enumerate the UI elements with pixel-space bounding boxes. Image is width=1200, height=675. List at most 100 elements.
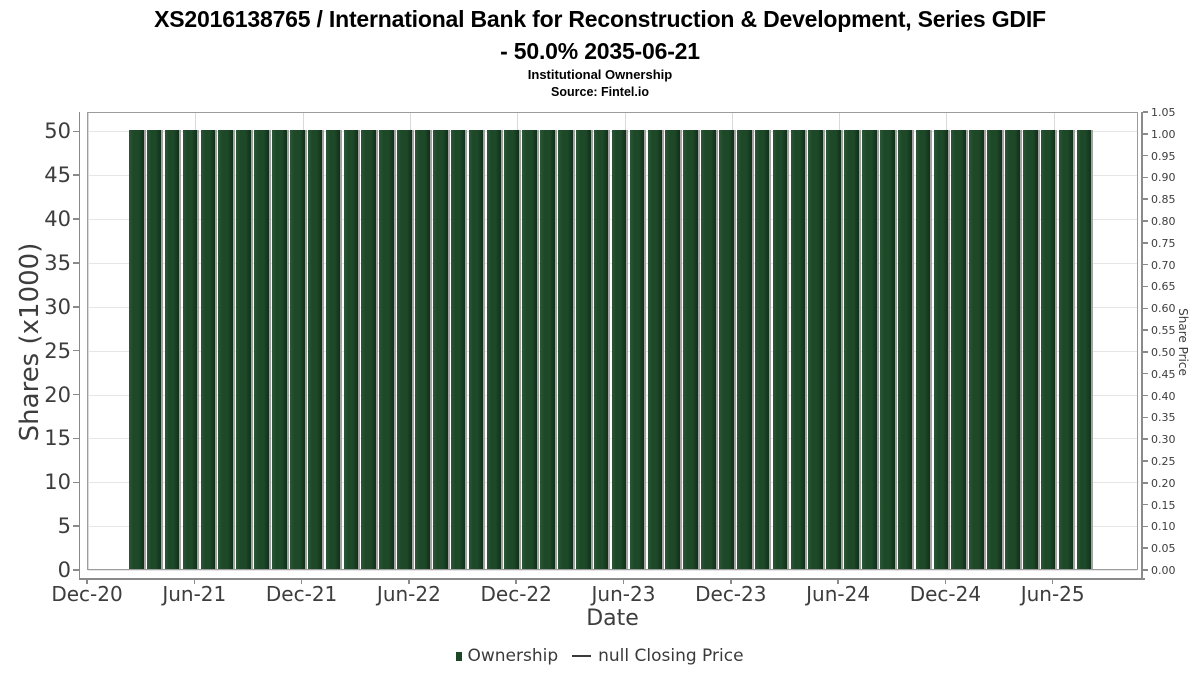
x-axis-tick	[300, 578, 303, 584]
ownership-bar	[486, 130, 502, 569]
y-axis-tick	[73, 130, 79, 133]
ownership-bar	[272, 130, 287, 569]
ownership-bar	[432, 130, 448, 569]
y2-axis-tick	[1142, 482, 1148, 484]
ownership-bar	[379, 130, 394, 569]
y2-axis-tick	[1142, 372, 1148, 375]
y2-axis-tick-label: 0.15	[1151, 498, 1176, 512]
ownership-bar	[361, 130, 377, 569]
ownership-bar	[951, 130, 967, 569]
ownership-bar	[558, 130, 573, 569]
x-axis-tick	[730, 578, 732, 584]
x-axis-tick	[515, 578, 517, 584]
y-axis-tick-label: 20	[44, 382, 71, 407]
chart-title-line2: - 50.0% 2035-06-21	[500, 38, 700, 64]
y-axis-tick-label: 5	[57, 514, 71, 539]
ownership-bar	[415, 130, 430, 569]
y2-axis-tick	[1142, 263, 1148, 266]
y-axis-tick-label: 40	[44, 207, 71, 232]
ownership-bar	[701, 130, 716, 569]
ownership-bar	[1040, 130, 1056, 569]
y-axis-tick	[73, 262, 79, 264]
ownership-bar	[987, 130, 1002, 569]
y-axis-tick	[73, 481, 79, 483]
ownership-bar	[915, 130, 931, 569]
ownership-bar	[289, 130, 305, 569]
right-axis-spine	[1141, 112, 1143, 578]
ownership-bar	[933, 130, 949, 569]
ownership-bar	[504, 130, 520, 569]
ownership-bar	[862, 130, 877, 569]
ownership-bar	[146, 130, 162, 569]
y-axis-tick	[73, 306, 79, 308]
ownership-bar	[200, 130, 216, 569]
chart-source-note: Source: Fintel.io	[551, 85, 649, 99]
ownership-bar	[969, 130, 984, 569]
y2-axis-tick-label: 0.55	[1151, 324, 1176, 338]
y2-axis-tick-label: 0.40	[1151, 389, 1176, 403]
y2-axis-tick-label: 0.35	[1151, 411, 1176, 425]
x-axis-tick	[944, 578, 947, 584]
y-axis-tick-label: 50	[44, 119, 71, 144]
x-axis-tick-label: Jun-21	[162, 582, 227, 606]
y2-axis-tick-label: 0.60	[1151, 302, 1176, 316]
x-axis-tick-label: Dec-22	[480, 582, 552, 606]
y-axis-tick-label: 15	[44, 426, 71, 451]
ownership-bar	[611, 130, 627, 569]
y2-axis-tick	[1142, 307, 1148, 310]
chart-title-line1: XS2016138765 / International Bank for Re…	[154, 6, 1046, 32]
y2-axis-tick	[1142, 569, 1148, 571]
ownership-bar	[665, 130, 680, 569]
ownership-bar	[236, 130, 251, 569]
ownership-bar	[468, 130, 484, 569]
ownership-bar	[1058, 130, 1074, 569]
y2-axis-tick	[1142, 416, 1148, 419]
x-axis-tick	[86, 578, 88, 584]
y2-axis-tick-label: 0.00	[1151, 564, 1176, 577]
y2-axis-tick-label: 1.00	[1151, 127, 1176, 141]
ownership-bar	[808, 130, 824, 569]
ownership-bar	[629, 130, 645, 569]
vertical-gridline	[88, 113, 89, 569]
y2-axis-tick	[1142, 285, 1148, 288]
y-axis-tick-label: 30	[44, 294, 71, 319]
ownership-bar	[540, 130, 555, 569]
ownership-bar	[450, 130, 466, 569]
ownership-bar	[576, 130, 591, 569]
ownership-bar	[826, 130, 841, 569]
ownership-bar	[593, 130, 609, 569]
x-axis-tick-label: Dec-24	[909, 582, 982, 606]
y2-axis-tick-label: 0.45	[1151, 367, 1176, 381]
ownership-bar	[254, 130, 269, 569]
y-axis-tick	[73, 525, 79, 527]
y2-axis-tick	[1142, 220, 1148, 222]
ownership-bar	[1023, 130, 1038, 569]
y2-axis-tick-label: 0.90	[1151, 171, 1176, 185]
ownership-bar	[647, 130, 663, 569]
y2-axis-tick-label: 0.75	[1151, 236, 1176, 250]
y2-axis-tick	[1142, 547, 1148, 549]
ownership-bar	[397, 130, 412, 569]
y2-axis-tick	[1142, 394, 1148, 397]
y2-axis-tick-label: 0.95	[1151, 149, 1176, 163]
legend-closing-price-label: null Closing Price	[598, 646, 744, 666]
ownership-bar	[719, 130, 734, 569]
ownership-bar	[182, 130, 198, 569]
y2-axis-tick	[1142, 351, 1148, 353]
horizontal-gridline	[88, 570, 1137, 571]
y-axis-tick-label: 35	[44, 250, 71, 275]
x-axis-tick	[837, 578, 839, 584]
x-axis-tick-label: Jun-22	[376, 582, 441, 606]
y2-axis-tick-label: 0.25	[1151, 454, 1176, 468]
y-axis-tick-label: 10	[44, 470, 71, 495]
ownership-bar	[129, 130, 144, 569]
ownership-bar	[879, 130, 895, 569]
x-axis-tick-label: Dec-20	[51, 582, 123, 606]
ownership-bar	[307, 130, 323, 569]
y2-axis-tick	[1142, 460, 1148, 462]
x-axis-tick-label: Jun-25	[1020, 582, 1085, 606]
ownership-bar	[683, 130, 698, 569]
y-axis-tick	[73, 569, 79, 571]
x-axis-tick	[408, 578, 410, 584]
